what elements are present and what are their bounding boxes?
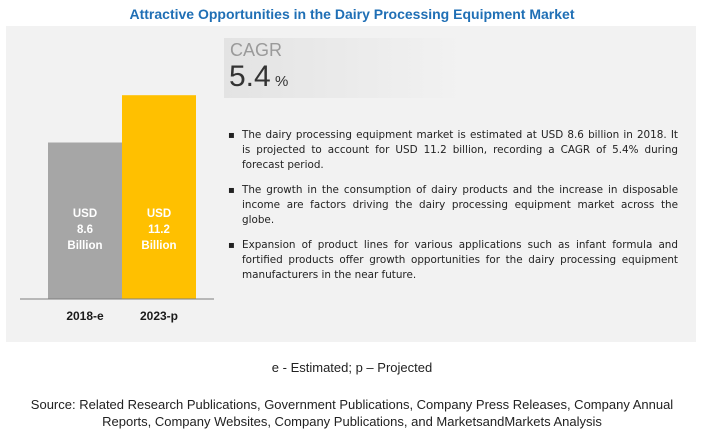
- bar-value-label: Billion: [141, 240, 176, 252]
- finding-item: ▪ Expansion of product lines for various…: [226, 238, 678, 283]
- bullet-icon: ▪: [228, 130, 235, 141]
- source-line: Reports, Company Websites, Company Publi…: [102, 414, 602, 429]
- bar-value-label: 8.6: [77, 224, 93, 236]
- bullet-icon: ▪: [228, 185, 235, 196]
- cagr-value: 5.4: [229, 60, 271, 93]
- bar-value-label: Billion: [67, 240, 102, 252]
- footnote: e - Estimated; p – Projected: [271, 360, 433, 375]
- source-line: Source: Related Research Publications, G…: [30, 397, 674, 412]
- source-note: Source: Related Research Publications, G…: [0, 396, 704, 430]
- cagr-box: [224, 38, 464, 98]
- finding-text: The dairy processing equipment market is…: [242, 129, 678, 171]
- finding-item: ▪ The growth in the consumption of dairy…: [226, 183, 678, 228]
- finding-item: ▪ The dairy processing equipment market …: [226, 128, 678, 173]
- chart-title: Attractive Opportunities in the Dairy Pr…: [129, 6, 575, 22]
- x-tick-label: 2023-p: [140, 309, 178, 323]
- cagr-label: CAGR: [230, 40, 283, 60]
- bar-value-label: USD: [73, 208, 97, 220]
- finding-text: The growth in the consumption of dairy p…: [242, 184, 678, 226]
- finding-text: Expansion of product lines for various a…: [242, 239, 678, 281]
- bullet-icon: ▪: [228, 240, 235, 251]
- key-findings-list: ▪ The dairy processing equipment market …: [226, 128, 678, 293]
- bar-value-label: USD: [147, 208, 171, 220]
- x-tick-label: 2018-e: [66, 309, 104, 323]
- bar-2023-p: [122, 95, 196, 300]
- bar-2018-e: [48, 142, 122, 299]
- cagr-unit: %: [275, 73, 289, 90]
- bar-value-label: 11.2: [148, 224, 170, 236]
